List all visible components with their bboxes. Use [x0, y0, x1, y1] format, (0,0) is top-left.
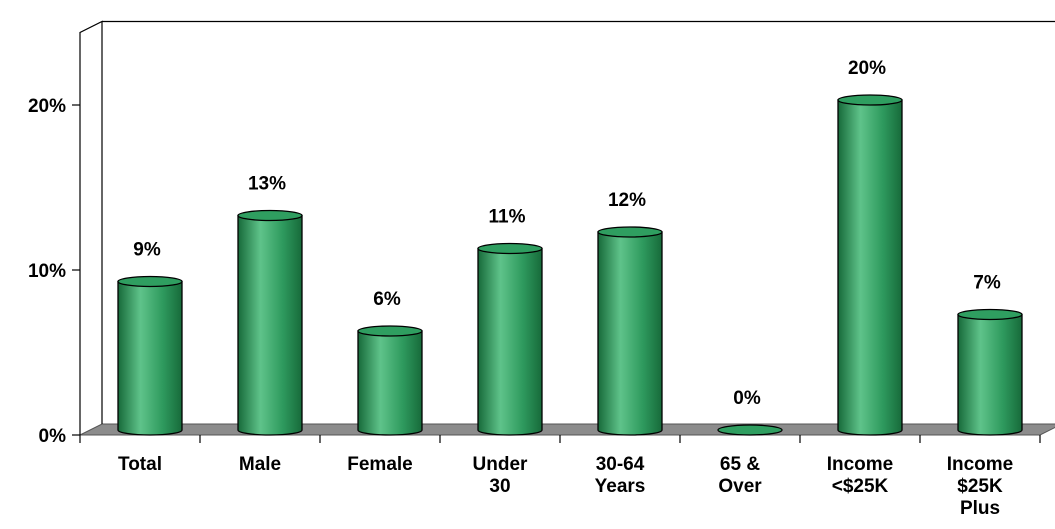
bar-body: [117, 280, 183, 436]
category-label: Total: [118, 454, 162, 475]
bar-body: [237, 214, 303, 436]
category-label: Female: [347, 454, 412, 475]
bar-body: [957, 313, 1023, 436]
bar-top: [717, 424, 783, 436]
bar-top: [477, 242, 543, 255]
data-label: 13%: [248, 174, 286, 195]
bar-top: [237, 209, 303, 222]
category-label: Under 30: [473, 454, 529, 497]
category-label-line: 30: [489, 476, 510, 497]
data-label: 20%: [848, 58, 886, 79]
category-label: Income <$25K: [827, 454, 894, 497]
axes: [72, 20, 1055, 443]
bar: [357, 325, 423, 436]
y-tick-label: 0%: [39, 426, 67, 447]
category-label-line: Income: [827, 454, 894, 475]
category-label-line: 65 &: [720, 454, 760, 475]
category-label-line: Total: [118, 454, 162, 475]
data-label: 6%: [373, 289, 401, 310]
data-label: 0%: [733, 388, 761, 409]
data-label: 7%: [973, 273, 1001, 294]
bar: [117, 275, 183, 436]
category-label-line: Plus: [960, 498, 1000, 519]
category-label-line: 30-64: [596, 454, 645, 475]
bar: [237, 209, 303, 436]
bar-top: [597, 226, 663, 238]
bar-body: [357, 330, 423, 436]
category-label-line: Over: [718, 476, 762, 497]
floor: [79, 423, 1055, 436]
category-label-line: Female: [347, 454, 412, 475]
category-label-line: Years: [595, 476, 646, 497]
bar-body: [597, 231, 663, 436]
category-label: 65 & Over: [718, 454, 762, 497]
bar-top: [117, 275, 183, 288]
data-label: 11%: [489, 207, 526, 228]
data-label: 12%: [608, 190, 646, 211]
bars: [117, 94, 1023, 436]
bar: [837, 94, 903, 436]
category-label: Income $25K Plus: [947, 454, 1014, 519]
category-label-line: <$25K: [832, 476, 889, 497]
left-wall: [79, 20, 103, 435]
bar: [477, 242, 543, 436]
category-label: 30-64 Years: [595, 454, 646, 497]
bar: [597, 226, 663, 436]
bar-body: [477, 247, 543, 436]
bar-top: [357, 325, 423, 337]
bar-top: [837, 94, 903, 106]
category-label: Male: [239, 454, 281, 475]
category-label-line: Male: [239, 454, 281, 475]
category-label-line: $25K: [957, 476, 1003, 497]
category-label-line: Income: [947, 454, 1014, 475]
bar-body: [837, 99, 903, 436]
bar-top: [957, 308, 1023, 321]
bar: [717, 424, 783, 436]
bar: [957, 308, 1023, 436]
data-label: 9%: [133, 240, 161, 261]
y-tick-label: 10%: [28, 261, 66, 282]
y-tick-label: 20%: [28, 96, 66, 117]
category-label-line: Under: [473, 454, 529, 475]
